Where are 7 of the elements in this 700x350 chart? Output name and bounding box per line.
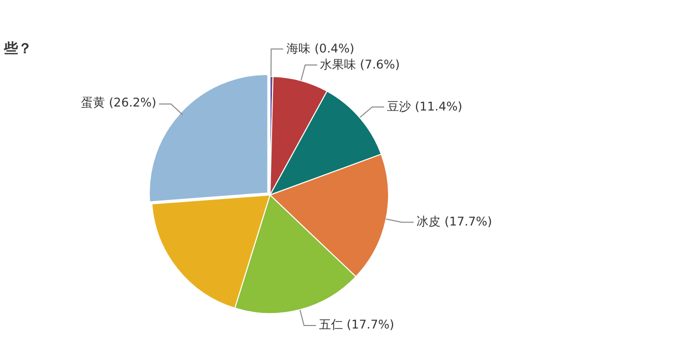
slice-label: 蛋黄 (26.2%) (81, 96, 156, 110)
slice-label: 冰皮 (17.7%) (416, 214, 492, 228)
slice-label: 海味 (0.4%) (286, 41, 354, 56)
slice-label: 豆沙 (11.4%) (387, 99, 462, 114)
slice-label: 五仁 (17.7%) (318, 317, 394, 332)
chart-title: 些？ (4, 40, 32, 58)
slice-label: 水果味 (7.6%) (320, 57, 400, 72)
